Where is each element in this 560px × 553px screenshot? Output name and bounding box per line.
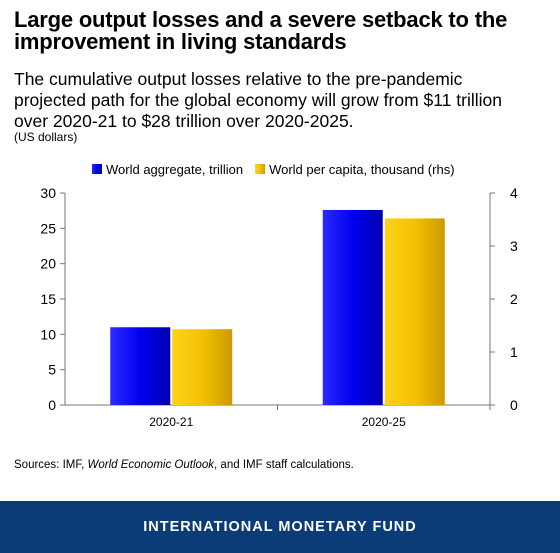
chart-axes: 0 5 10 15 20 25 30 0 1 2 3 4 2020-21 2020-25 (40, 185, 518, 429)
chart-subtitle: The cumulative output losses relative to… (14, 69, 554, 132)
units-label: (US dollars) (14, 130, 78, 144)
legend-swatch-world-per-capita (255, 164, 266, 174)
bar-world-per-capita (172, 329, 233, 405)
y-right-tick-label: 1 (510, 344, 518, 360)
legend-label-world-aggregate: World aggregate, trillion (106, 162, 243, 177)
legend-label-world-per-capita: World per capita, thousand (rhs) (269, 162, 454, 177)
chart-subtitle-line-1: The cumulative output losses relative to… (14, 69, 463, 89)
chart-legend: World aggregate, trillion World per capit… (92, 162, 455, 177)
y-right-tick-label: 2 (510, 291, 518, 307)
y-right-tick-label: 4 (510, 185, 518, 201)
y-left-tick-label: 15 (40, 291, 56, 307)
bar-world-aggregate (322, 209, 383, 405)
chart-bars (110, 209, 445, 405)
y-left-tick-label: 30 (40, 185, 56, 201)
y-left-tick-label: 25 (40, 220, 56, 236)
chart-title-line-1: Large output losses and a severe setback… (14, 7, 508, 32)
y-left-tick-label: 5 (48, 362, 56, 378)
chart-subtitle-line-3: over 2020-21 to $28 trillion over 2020-2… (14, 111, 354, 131)
legend-swatch-world-aggregate (92, 164, 102, 174)
y-right-tick-label: 0 (510, 397, 518, 413)
source-prefix: Sources: IMF, (14, 459, 88, 471)
y-right-tick-label: 3 (510, 238, 518, 254)
source-suffix: , and IMF staff calculations. (214, 459, 354, 471)
source-note: Sources: IMF, World Economic Outlook, an… (14, 459, 354, 471)
bar-world-per-capita (384, 218, 445, 405)
chart-title: Large output losses and a severe setback… (14, 9, 550, 53)
y-left-tick-label: 20 (40, 256, 56, 272)
chart-subtitle-line-2: projected path for the global economy wi… (14, 90, 502, 110)
chart-title-line-2: improvement in living standards (14, 29, 347, 54)
x-tick-label: 2020-21 (149, 415, 193, 429)
y-left-tick-label: 10 (40, 326, 56, 342)
bar-chart: World aggregate, trillion World per capit… (40, 162, 518, 429)
y-left-tick-label: 0 (48, 397, 56, 413)
source-publication: World Economic Outlook (87, 459, 215, 471)
bar-world-aggregate (110, 327, 171, 405)
x-tick-label: 2020-25 (362, 415, 406, 429)
imf-footer-banner: INTERNATIONAL MONETARY FUND (0, 501, 560, 553)
